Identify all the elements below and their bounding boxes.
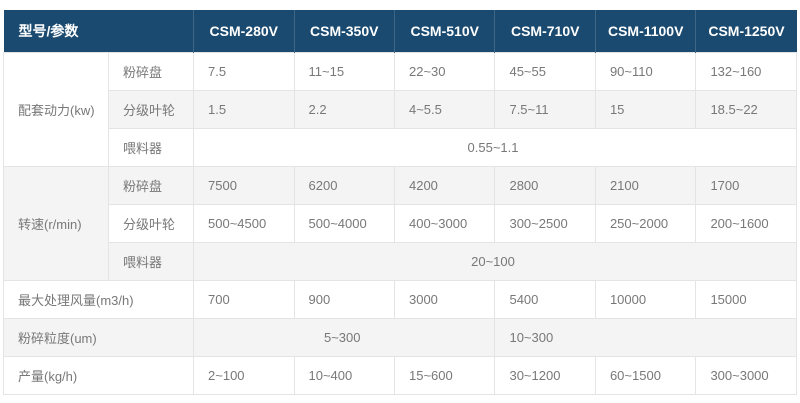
value-cell: 400~3000 (393, 204, 496, 243)
header-cell-model-350v: CSM-350V (294, 10, 395, 53)
value-cell: 7.5 (193, 52, 295, 91)
value-cell: 132~160 (695, 52, 797, 91)
value-cell: 300~2500 (494, 204, 596, 243)
value-cell: 250~2000 (594, 204, 697, 243)
row-speed-disc: 转速(r/min) 粉碎盘 7500 6200 4200 2800 2100 1… (3, 166, 797, 281)
label-fineness: 粉碎粒度(um) (2, 318, 195, 357)
value-cell: 2100 (594, 166, 697, 205)
value-cell: 500~4000 (293, 204, 395, 243)
value-cell: 4~5.5 (393, 90, 496, 129)
value-cell: 15 (594, 90, 697, 129)
value-cell: 11~15 (293, 52, 395, 91)
spec-table: 型号/参数 CSM-280V CSM-350V CSM-510V CSM-710… (2, 10, 797, 395)
sub-label-impeller: 分级叶轮 (107, 90, 195, 129)
label-capacity: 产量(kg/h) (2, 356, 195, 395)
value-cell: 700 (193, 280, 295, 319)
sub-label-disc: 粉碎盘 (107, 166, 195, 205)
value-cell: 30~1200 (494, 356, 596, 395)
row-fineness: 粉碎粒度(um) 5~300 10~300 (2, 318, 797, 357)
row-power-feeder: 喂料器 0.55~1.1 (4, 128, 797, 167)
header-cell-model-1100v: CSM-1100V (595, 10, 697, 53)
row-speed-feeder: 喂料器 20~100 (4, 242, 797, 281)
row-airflow: 最大处理风量(m3/h) 700 900 3000 5400 10000 150… (2, 280, 797, 319)
value-cell: 10000 (594, 280, 697, 319)
value-cell: 7.5~11 (494, 90, 596, 129)
header-row: 型号/参数 CSM-280V CSM-350V CSM-510V CSM-710… (3, 10, 797, 53)
value-cell: 200~1600 (695, 204, 797, 243)
value-cell: 4200 (393, 166, 496, 205)
value-cell: 18.5~22 (695, 90, 797, 129)
value-cell: 6200 (293, 166, 395, 205)
value-cell: 300~3000 (695, 356, 797, 395)
value-cell-span: 10~300 (494, 318, 797, 357)
value-cell: 15000 (695, 280, 797, 319)
value-cell: 5400 (494, 280, 596, 319)
header-cell-model-710v: CSM-710V (494, 10, 596, 53)
row-power-impeller: 分级叶轮 1.5 2.2 4~5.5 7.5~11 15 18.5~22 (4, 90, 797, 129)
sub-label-feeder: 喂料器 (107, 242, 195, 281)
value-cell: 2.2 (293, 90, 395, 129)
value-cell: 3000 (393, 280, 496, 319)
group-label-speed: 转速(r/min) (3, 166, 109, 281)
group-label-power: 配套动力(kw) (3, 52, 109, 167)
value-cell: 1.5 (193, 90, 295, 129)
row-speed-impeller: 分级叶轮 500~4500 500~4000 400~3000 300~2500… (4, 204, 797, 243)
row-capacity: 产量(kg/h) 2~100 10~400 15~600 30~1200 60~… (2, 356, 797, 395)
value-cell: 2800 (494, 166, 596, 205)
header-cell-param: 型号/参数 (3, 10, 195, 53)
value-cell: 45~55 (494, 52, 596, 91)
value-cell: 15~600 (393, 356, 496, 395)
value-cell: 10~400 (293, 356, 395, 395)
value-cell: 2~100 (193, 356, 295, 395)
header-cell-model-1250v: CSM-1250V (695, 10, 797, 53)
value-cell: 60~1500 (594, 356, 697, 395)
value-cell-span: 0.55~1.1 (193, 128, 797, 167)
sub-label-feeder: 喂料器 (107, 128, 195, 167)
value-cell: 900 (293, 280, 395, 319)
value-cell-span: 5~300 (193, 318, 496, 357)
value-cell: 1700 (695, 166, 797, 205)
value-cell: 7500 (193, 166, 295, 205)
header-cell-model-280v: CSM-280V (193, 10, 295, 53)
sub-label-impeller: 分级叶轮 (107, 204, 195, 243)
header-cell-model-510v: CSM-510V (394, 10, 496, 53)
label-airflow: 最大处理风量(m3/h) (2, 280, 195, 319)
sub-label-disc: 粉碎盘 (107, 52, 195, 91)
value-cell-span: 20~100 (193, 242, 797, 281)
value-cell: 500~4500 (193, 204, 295, 243)
row-power-disc: 配套动力(kw) 粉碎盘 7.5 11~15 22~30 45~55 90~11… (3, 52, 797, 167)
value-cell: 22~30 (393, 52, 496, 91)
value-cell: 90~110 (594, 52, 697, 91)
